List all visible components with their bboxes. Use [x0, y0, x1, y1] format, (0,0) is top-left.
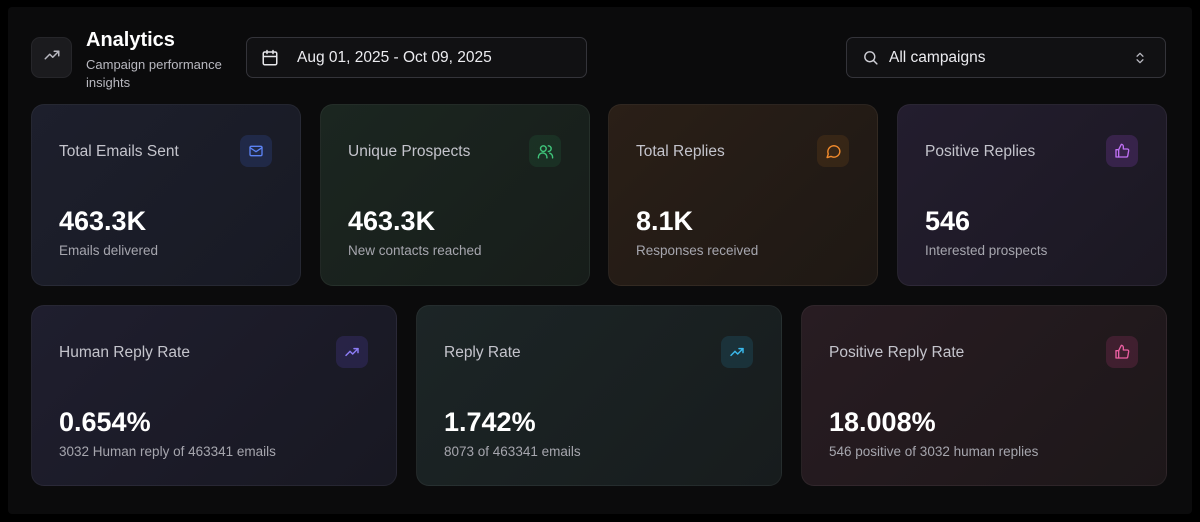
rate-description: 8073 of 463341 emails [444, 444, 581, 459]
rate-description: 3032 Human reply of 463341 emails [59, 444, 276, 459]
metric-label: Positive Replies [925, 143, 1036, 160]
rate-description: 546 positive of 3032 human replies [829, 444, 1039, 459]
rate-card-human-reply-rate: Human Reply Rate 0.654% 3032 Human reply… [31, 305, 397, 486]
metric-description: New contacts reached [348, 243, 482, 258]
rate-card-positive-reply-rate: Positive Reply Rate 18.008% 546 positive… [801, 305, 1167, 486]
rate-card-reply-rate: Reply Rate 1.742% 8073 of 463341 emails [416, 305, 782, 486]
date-range-picker[interactable]: Aug 01, 2025 - Oct 09, 2025 [246, 37, 587, 78]
rate-label: Human Reply Rate [59, 344, 190, 361]
metric-label: Total Replies [636, 143, 725, 160]
metric-description: Responses received [636, 243, 759, 258]
metric-description: Emails delivered [59, 243, 159, 258]
thumbs-up-icon [1106, 135, 1138, 167]
campaign-select-value: All campaigns [889, 48, 986, 66]
calendar-icon [261, 49, 279, 67]
search-icon [862, 49, 879, 66]
trending-up-icon [336, 336, 368, 368]
rate-value: 0.654% [59, 407, 151, 437]
metric-value: 463.3K [348, 206, 436, 236]
rate-label: Reply Rate [444, 344, 521, 361]
metric-label: Unique Prospects [348, 143, 471, 160]
chevron-up-down-icon [1133, 50, 1147, 66]
metric-description: Interested prospects [925, 243, 1048, 258]
thumbs-up-icon [1106, 336, 1138, 368]
metric-value: 8.1K [636, 206, 694, 236]
metric-card-total-replies: Total Replies 8.1K Responses received [608, 104, 878, 286]
metric-card-total-emails-sent: Total Emails Sent 463.3K Emails delivere… [31, 104, 301, 286]
rate-value: 1.742% [444, 407, 536, 437]
metric-value: 546 [925, 206, 971, 236]
message-circle-icon [817, 135, 849, 167]
analytics-logo [31, 37, 72, 78]
trending-up-icon [43, 46, 61, 69]
metric-label: Total Emails Sent [59, 143, 179, 160]
rate-value: 18.008% [829, 407, 936, 437]
date-range-value: Aug 01, 2025 - Oct 09, 2025 [297, 48, 492, 66]
page-title: Analytics [86, 29, 175, 51]
campaign-select[interactable]: All campaigns [846, 37, 1166, 78]
metric-card-unique-prospects: Unique Prospects 463.3K New contacts rea… [320, 104, 590, 286]
metric-card-positive-replies: Positive Replies 546 Interested prospect… [897, 104, 1167, 286]
page-subtitle: Campaign performance insights [86, 57, 222, 90]
trending-up-icon [721, 336, 753, 368]
users-icon [529, 135, 561, 167]
metric-value: 463.3K [59, 206, 147, 236]
rate-label: Positive Reply Rate [829, 344, 965, 361]
mail-icon [240, 135, 272, 167]
